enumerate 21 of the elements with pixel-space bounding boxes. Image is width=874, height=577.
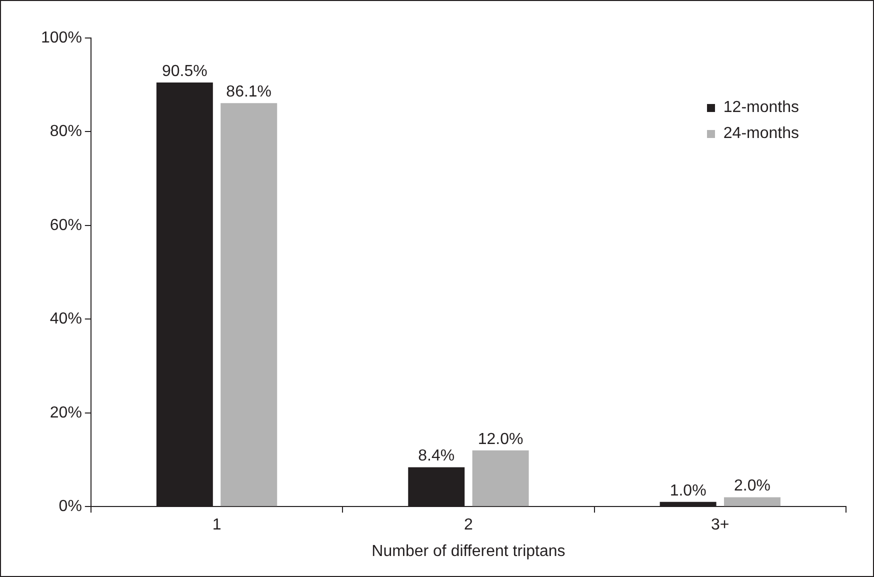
y-tick-label: 60% [50,216,82,234]
x-tick-label: 3+ [711,516,730,534]
x-tick-label: 1 [212,516,222,534]
y-tick-label: 20% [50,404,82,422]
y-tick-label: 80% [50,123,82,140]
x-axis-title: Number of different triptans [372,542,566,560]
x-tick-label: 2 [464,516,474,534]
bar [220,103,278,506]
y-tick-label: 40% [50,310,82,328]
bar [472,450,529,506]
legend-label: 12-months [723,99,799,117]
y-tick-label: 100% [41,29,82,46]
data-label: 1.0% [670,482,706,500]
bar [724,497,780,506]
data-label: 12.0% [478,430,524,448]
data-label: 2.0% [734,478,770,495]
y-tick-label: 0% [58,498,82,516]
legend-label: 24-months [723,125,799,143]
data-label: 90.5% [162,62,208,80]
data-label: 8.4% [418,448,455,465]
data-label: 86.1% [226,84,272,101]
